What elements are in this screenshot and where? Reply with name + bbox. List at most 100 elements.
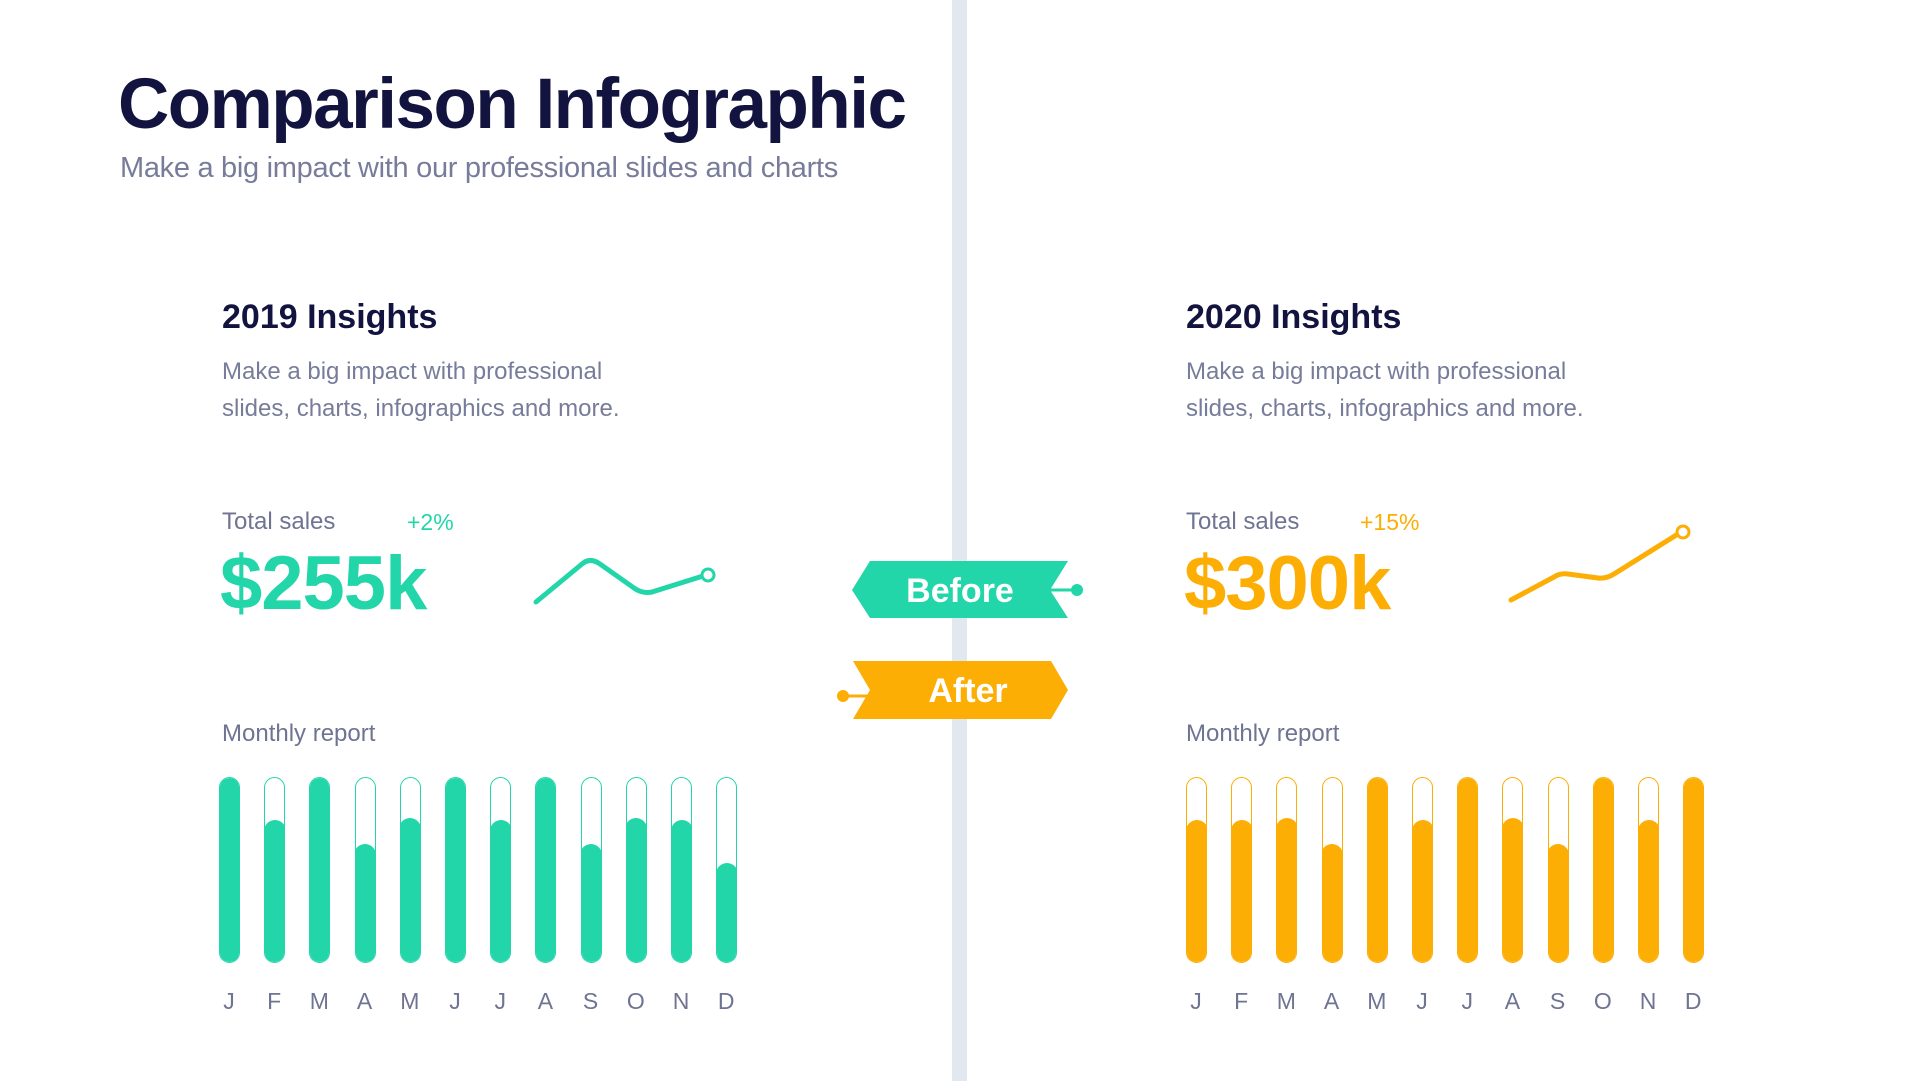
month-label: D: [717, 988, 735, 1014]
description-line: slides, charts, infographics and more.: [1186, 395, 1584, 422]
month-bar: [219, 777, 240, 963]
description-line: Make a big impact with professional: [1186, 358, 1567, 385]
month-bar: [1186, 777, 1207, 963]
month-bar: [1231, 777, 1253, 963]
month-label: F: [1234, 988, 1249, 1014]
month-label: S: [582, 988, 599, 1014]
month-bar: [1683, 777, 1705, 963]
before-connector-dot: [1071, 584, 1083, 596]
month-bar-fill: [1639, 820, 1658, 962]
month-bar-fill: [400, 818, 420, 962]
after-badge: After: [837, 661, 1068, 719]
total-sales-value: $255k: [220, 541, 427, 626]
panel-2020: 2020 Insights Make a big impact with pro…: [1184, 0, 1796, 1081]
month-bar-fill: [1187, 820, 1206, 962]
month-bar: [1366, 777, 1388, 963]
month-bar: [490, 777, 512, 963]
month-bar: [1547, 777, 1569, 963]
month-label: A: [1323, 988, 1340, 1014]
month-bar-fill: [446, 778, 465, 962]
sparkline-end-dot: [1675, 524, 1691, 540]
after-badge-shape: [853, 661, 1068, 719]
month-bar-fill: [581, 844, 601, 962]
description-line: Make a big impact with professional: [222, 358, 603, 385]
panel-description: Make a big impact with professional slid…: [222, 353, 742, 427]
month-bar: [264, 777, 286, 963]
month-bar-fill: [265, 820, 285, 962]
month-bar: [1592, 777, 1614, 963]
month-bar: [1457, 777, 1479, 963]
monthly-report-label: Monthly report: [222, 720, 376, 747]
month-bar: [1638, 777, 1659, 963]
month-bar-fill: [1232, 820, 1252, 962]
month-bar-fill: [310, 778, 330, 962]
month-bar: [1321, 777, 1343, 963]
total-sales-value: $300k: [1184, 541, 1391, 626]
month-bar-fill: [1458, 778, 1478, 962]
month-bar-fill: [1413, 820, 1432, 962]
month-label: J: [1190, 988, 1202, 1014]
month-bar-fill: [626, 818, 646, 962]
month-bar-fill: [220, 778, 239, 962]
month-label: A: [1504, 988, 1521, 1014]
before-badge: Before: [852, 561, 1083, 618]
month-bar: [445, 777, 466, 963]
month-bar: [1502, 777, 1524, 963]
month-bar: [580, 777, 602, 963]
panel-heading: 2019 Insights: [222, 298, 438, 336]
month-bar-fill: [536, 778, 556, 962]
month-bar-fill: [1593, 778, 1613, 962]
panel-description: Make a big impact with professional slid…: [1186, 353, 1706, 427]
month-bar-fill: [355, 844, 375, 962]
month-label: N: [1639, 988, 1657, 1014]
page-title: Comparison Infographic: [118, 65, 907, 144]
month-label: A: [537, 988, 554, 1014]
center-divider: [952, 0, 967, 1081]
month-bar-fill: [1503, 818, 1523, 962]
after-connector-dot: [837, 690, 849, 702]
month-label: F: [267, 988, 282, 1014]
sales-delta: +2%: [407, 509, 454, 535]
month-bar: [535, 777, 557, 963]
month-bar: [625, 777, 647, 963]
after-badge-label: After: [928, 672, 1007, 710]
month-label: J: [494, 988, 506, 1014]
month-bar-fill: [1277, 818, 1297, 962]
month-label: M: [1276, 988, 1296, 1014]
month-bar-fill: [672, 820, 691, 962]
month-label: M: [309, 988, 329, 1014]
month-label: J: [1461, 988, 1473, 1014]
month-bar: [309, 777, 331, 963]
month-bar-fill: [1684, 778, 1704, 962]
description-line: slides, charts, infographics and more.: [222, 395, 620, 422]
month-bar: [671, 777, 692, 963]
sparkline-2020: [1508, 524, 1691, 603]
month-bar-fill: [491, 820, 511, 962]
month-label: J: [1416, 988, 1428, 1014]
month-bar: [1412, 777, 1433, 963]
monthly-report-label: Monthly report: [1186, 720, 1340, 747]
month-bar-fill: [717, 863, 737, 962]
sales-delta: +15%: [1360, 509, 1420, 535]
month-bar-fill: [1367, 778, 1387, 962]
month-label: O: [1593, 988, 1612, 1014]
month-label: M: [400, 988, 420, 1014]
month-bar-fill: [1548, 844, 1568, 962]
total-sales-label: Total sales: [222, 508, 336, 535]
page-subtitle: Make a big impact with our professional …: [120, 152, 838, 184]
month-bar-fill: [1322, 844, 1342, 962]
sparkline-end-dot: [700, 567, 716, 583]
month-label: M: [1367, 988, 1387, 1014]
month-bar: [399, 777, 421, 963]
month-label: D: [1684, 988, 1702, 1014]
panel-heading: 2020 Insights: [1186, 298, 1402, 336]
month-label: A: [356, 988, 373, 1014]
month-label: J: [449, 988, 461, 1014]
total-sales-label: Total sales: [1186, 508, 1300, 535]
month-label: O: [626, 988, 645, 1014]
before-badge-label: Before: [906, 572, 1014, 610]
sparkline-2019: [533, 558, 716, 605]
month-bar: [1276, 777, 1298, 963]
panel-2019: 2019 Insights Make a big impact with pro…: [219, 0, 822, 1081]
month-label: J: [223, 988, 235, 1014]
